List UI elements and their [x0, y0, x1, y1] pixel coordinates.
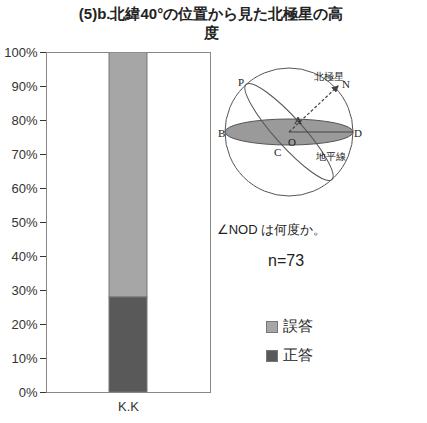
svg-text:80%: 80%: [11, 113, 37, 128]
svg-text:30%: 30%: [11, 283, 37, 298]
svg-text:100%: 100%: [4, 45, 38, 60]
html-text:誤答: 誤答: [283, 317, 313, 334]
svg-text:90%: 90%: [11, 79, 37, 94]
svg-text:北極星: 北極星: [314, 71, 344, 82]
svg-text:40%: 40%: [11, 249, 37, 264]
svg-text:C: C: [274, 146, 281, 158]
html-text:(5)b.北緯40°の位置から見た北極星の高度: (5)b.北緯40°の位置から見た北極星の高度: [78, 5, 344, 41]
svg-text:B: B: [218, 127, 225, 139]
svg-text:O: O: [288, 136, 296, 148]
svg-text:地平線: 地平線: [315, 151, 346, 162]
svg-text:70%: 70%: [11, 147, 37, 162]
svg-text:P: P: [238, 76, 244, 88]
svg-text:50%: 50%: [11, 215, 37, 230]
svg-text:20%: 20%: [11, 317, 37, 332]
svg-text:N: N: [342, 78, 350, 90]
svg-text:D: D: [354, 127, 362, 139]
svg-text:60%: 60%: [11, 181, 37, 196]
svg-text:A: A: [294, 114, 302, 126]
svg-text:∠NOD は何度か。: ∠NOD は何度か。: [217, 222, 326, 237]
svg-text:0%: 0%: [19, 385, 38, 400]
html-text:n=73: n=73: [268, 252, 304, 269]
svg-text:K.K: K.K: [118, 399, 139, 414]
svg-text:10%: 10%: [11, 351, 37, 366]
html-text:正答: 正答: [283, 346, 313, 363]
